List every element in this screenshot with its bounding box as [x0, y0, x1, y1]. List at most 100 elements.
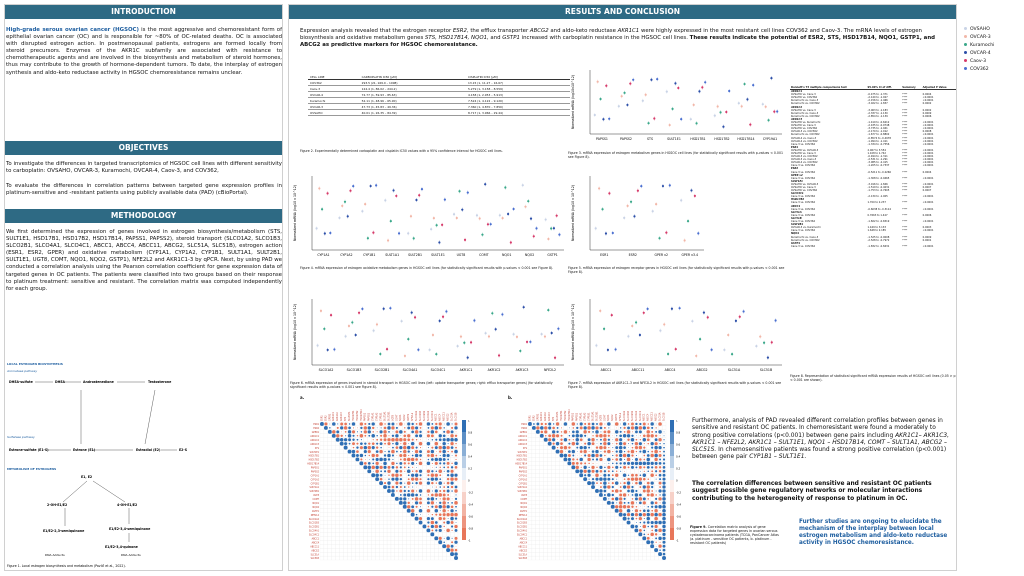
heatmap-cell	[619, 486, 622, 488]
heatmap-cell	[624, 470, 625, 472]
heatmap-cell	[403, 438, 407, 442]
scale-label: 0.8	[676, 431, 680, 435]
heatmap-cell	[627, 505, 631, 509]
heatmap-cell	[434, 430, 438, 434]
table-row: OVCAR-3 vs. COV362 -2.170 to -1.012 **** 0.…	[791, 130, 932, 134]
heatmap-cell	[450, 512, 454, 517]
heatmap-cell	[379, 465, 383, 469]
heatmap-cell	[379, 438, 383, 441]
heatmap-cell	[599, 434, 603, 438]
heatmap-cell	[634, 509, 639, 513]
heatmap-cell	[618, 512, 623, 517]
table-row: OVCAR-3 vs. Caov-3 -2.531 to -1.291 **** <0…	[791, 158, 934, 162]
heatmap-cell	[418, 508, 423, 513]
heatmap-cell	[659, 458, 662, 461]
heatmap-cell	[627, 474, 630, 476]
heatmap-cell	[658, 466, 662, 469]
heatmap-cell	[643, 529, 646, 532]
heatmap-cell	[430, 430, 435, 434]
heatmap-col-label: SULT1E1	[348, 411, 351, 421]
heatmap-cell	[662, 462, 666, 465]
heatmap-cell	[439, 450, 442, 453]
heatmap-cell	[446, 422, 450, 426]
heatmap-cell	[339, 437, 344, 442]
heatmap-cell	[608, 498, 610, 500]
heatmap-col-label: COMT	[395, 414, 398, 421]
heatmap-cell	[608, 446, 610, 449]
heatmap-cell	[435, 451, 437, 452]
heatmap-cell	[584, 462, 587, 465]
fig7-plot: Normalized mRNA (log10 x 10^12) ABCC1 ABCC…	[571, 299, 782, 372]
heatmap-cell	[626, 453, 631, 458]
heatmap-cell	[638, 516, 643, 521]
heatmap-cell	[379, 477, 383, 481]
heatmap-row-label: CYP1A2	[311, 478, 320, 481]
heatmap-cell	[450, 446, 454, 449]
heatmap-cell	[630, 524, 635, 529]
heatmap-cell	[587, 481, 592, 486]
heatmap-cell	[407, 450, 410, 453]
heatmap-cell	[355, 454, 359, 457]
heatmap-cell	[635, 450, 638, 453]
heatmap-row-label: SLCO4A1	[309, 530, 320, 533]
heatmap-cell	[426, 422, 431, 426]
heatmap-cell	[646, 485, 650, 489]
heatmap-cell	[331, 433, 336, 438]
heatmap-cell	[618, 449, 623, 454]
heatmap-cell	[663, 435, 665, 437]
heatmap-cell	[383, 434, 387, 438]
heatmap-cell	[431, 529, 434, 532]
heatmap-cell	[415, 434, 419, 438]
heatmap-col-label: ABCC4	[439, 413, 442, 421]
heatmap-cell	[399, 486, 402, 489]
heatmap-col-label: ESR1	[528, 415, 531, 421]
heatmap-cell	[592, 474, 594, 476]
heatmap-col-label: SLC51B	[662, 412, 665, 421]
heatmap-row-label: NFE2L2	[519, 514, 528, 517]
heatmap-cell	[454, 422, 458, 426]
heatmap-cell	[654, 445, 658, 450]
heatmap-cell	[387, 458, 391, 461]
results-e: and	[488, 34, 503, 41]
heatmap-cell	[584, 474, 587, 477]
heatmap-row-label: ABCC11	[310, 545, 319, 548]
heatmap-cell	[634, 477, 639, 481]
heatmap-cell	[663, 431, 665, 433]
heatmap-cell	[552, 426, 555, 430]
heatmap-cell	[592, 435, 594, 437]
heatmap-cell	[622, 453, 627, 458]
heatmap-cell	[450, 548, 454, 552]
heatmap-cell	[408, 454, 410, 457]
heatmap-cell	[435, 482, 438, 484]
heatmap-col-label: ABCC11	[443, 412, 446, 421]
heatmap-cell	[379, 473, 383, 477]
scale-label: 1	[468, 420, 470, 423]
scale-segment	[670, 480, 674, 492]
heatmap-row-label: SLC51B	[311, 557, 320, 560]
heatmap-cell	[642, 489, 646, 493]
heatmap-cell	[434, 446, 438, 450]
heatmap-col-label: AKR1C3	[548, 412, 551, 421]
heatmap-cell	[438, 528, 442, 533]
heatmap-cell	[375, 469, 379, 474]
heatmap-row-label: GPER1	[312, 431, 320, 434]
table-row: Kuramochi vs. Caov-3 -1.525 to -0.9008 ***…	[791, 235, 932, 239]
heatmap-cell	[607, 470, 610, 473]
node-dna2: DNA Adducts	[121, 553, 141, 557]
heatmap-cell	[651, 509, 654, 512]
heatmap-cell	[598, 492, 603, 497]
heatmap-cell	[651, 470, 654, 473]
heatmap-cell	[610, 504, 615, 509]
heatmap-col-label: ABCG2	[447, 413, 450, 421]
heatmap-cell	[638, 426, 643, 430]
heatmap-cell	[356, 435, 359, 437]
heatmap-cell	[623, 462, 626, 465]
scale-label: 0.2	[676, 467, 680, 471]
heatmap-cell	[420, 439, 421, 441]
heatmap-cell	[411, 505, 415, 509]
heatmap-row-label: CYP1B1	[519, 482, 528, 485]
heatmap-cell	[615, 430, 619, 434]
scale-segment	[462, 492, 466, 504]
heatmap-cell	[634, 457, 638, 462]
heatmap-cell	[455, 522, 457, 523]
